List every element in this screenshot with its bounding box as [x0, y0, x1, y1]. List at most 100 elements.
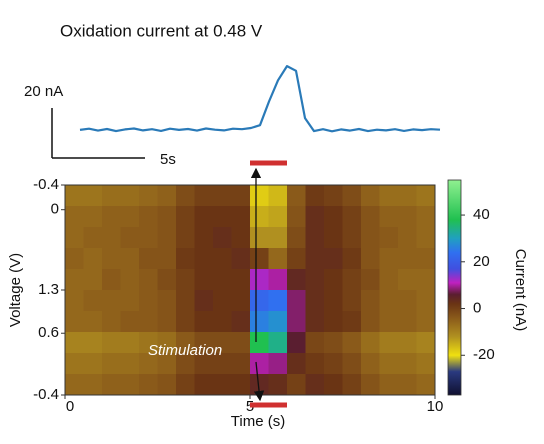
heatmap-cell	[194, 248, 214, 270]
heatmap-cell	[120, 248, 140, 270]
heatmap-cell	[213, 269, 232, 291]
heatmap-cell	[65, 374, 84, 396]
heatmap-cell	[65, 311, 84, 333]
heatmap-cell	[287, 290, 306, 312]
heatmap-cell	[102, 332, 121, 354]
heatmap-cell	[213, 185, 232, 207]
heatmap-cell	[139, 269, 158, 291]
heatmap-cell	[287, 332, 306, 354]
heatmap-cell	[416, 206, 436, 228]
heatmap-cell	[139, 185, 158, 207]
y-tick-label: 0.6	[38, 324, 59, 341]
y-axis-label: Voltage (V)	[7, 253, 24, 327]
heatmap-cell	[250, 290, 269, 312]
heatmap-cell	[305, 227, 325, 249]
heatmap-cell	[287, 206, 306, 228]
heatmap-cell	[176, 332, 195, 354]
heatmap-cell	[157, 374, 177, 396]
heatmap-cell	[250, 185, 269, 207]
heatmap-cell	[65, 353, 84, 375]
heatmap-cell	[342, 332, 362, 354]
heatmap-cell	[194, 290, 214, 312]
heatmap-cell	[120, 185, 140, 207]
heatmap-cell	[342, 353, 362, 375]
heatmap-cell	[305, 374, 325, 396]
heatmap-cell	[379, 185, 399, 207]
y-tick-label: -0.4	[33, 176, 59, 193]
heatmap-cell	[120, 227, 140, 249]
heatmap-cell	[416, 311, 436, 333]
heatmap-cell	[305, 206, 325, 228]
heatmap-cell	[250, 206, 269, 228]
heatmap-cell	[102, 311, 121, 333]
heatmap-cell	[120, 269, 140, 291]
heatmap-cell	[102, 374, 121, 396]
heatmap-cell	[102, 206, 121, 228]
heatmap-cell	[305, 269, 325, 291]
y-tick-label: 0	[51, 201, 59, 218]
heatmap-cell	[157, 248, 177, 270]
heatmap-cell	[157, 227, 177, 249]
heatmap-cell	[398, 290, 417, 312]
heatmap-cell	[250, 353, 269, 375]
heatmap-cell	[361, 311, 380, 333]
heatmap-cell	[194, 227, 214, 249]
heatmap-cell	[120, 290, 140, 312]
heatmap-cell	[342, 290, 362, 312]
heatmap-cell	[416, 227, 436, 249]
heatmap-cell	[268, 311, 288, 333]
heatmap-cell	[176, 290, 195, 312]
colorbar	[447, 179, 462, 396]
heatmap-cell	[65, 248, 84, 270]
heatmap-cell	[194, 206, 214, 228]
heatmap-cell	[157, 269, 177, 291]
heatmap-cell	[176, 269, 195, 291]
heatmap-cell	[305, 332, 325, 354]
heatmap-cell	[194, 332, 214, 354]
heatmap-cell	[379, 269, 399, 291]
x-tick-label: 10	[427, 398, 444, 415]
heatmap-cell	[324, 248, 343, 270]
heatmap-cell	[268, 227, 288, 249]
heatmap-cell	[361, 353, 380, 375]
heatmap-cell	[287, 248, 306, 270]
heatmap-cell	[83, 290, 103, 312]
heatmap-cell	[342, 248, 362, 270]
chart-title: Oxidation current at 0.48 V	[60, 21, 263, 40]
heatmap-cell	[342, 206, 362, 228]
heatmap-cell	[213, 248, 232, 270]
heatmap-cell	[398, 248, 417, 270]
heatmap-cell	[176, 206, 195, 228]
heatmap-cell	[398, 185, 417, 207]
heatmap-cell	[83, 332, 103, 354]
heatmap-cell	[231, 374, 251, 396]
heatmap-cell	[342, 269, 362, 291]
y-tick-label: 1.3	[38, 281, 59, 298]
heatmap-cell	[194, 353, 214, 375]
heatmap-cell	[120, 206, 140, 228]
heatmap-cell	[342, 311, 362, 333]
heatmap-cell	[305, 290, 325, 312]
colorbar-tick-label: -20	[473, 346, 495, 363]
colorbar-label: Current (nA)	[512, 249, 529, 332]
colorbar-tick-label: 0	[473, 300, 481, 317]
heatmap-cell	[194, 269, 214, 291]
heatmap-cell	[213, 374, 232, 396]
x-tick-label: 0	[66, 398, 74, 415]
heatmap-cell	[416, 290, 436, 312]
heatmap-cell	[176, 311, 195, 333]
heatmap-cell	[194, 185, 214, 207]
heatmap-cell	[65, 332, 84, 354]
heatmap-cell	[65, 290, 84, 312]
heatmap-cell	[361, 206, 380, 228]
heatmap-cell	[139, 311, 158, 333]
heatmap-cell	[305, 311, 325, 333]
heatmap-cell	[379, 227, 399, 249]
heatmap-cell	[342, 227, 362, 249]
heatmap-cell	[213, 206, 232, 228]
heatmap-cell	[139, 248, 158, 270]
heatmap-cell	[194, 311, 214, 333]
heatmap-cell	[213, 290, 232, 312]
heatmap-cell	[102, 248, 121, 270]
